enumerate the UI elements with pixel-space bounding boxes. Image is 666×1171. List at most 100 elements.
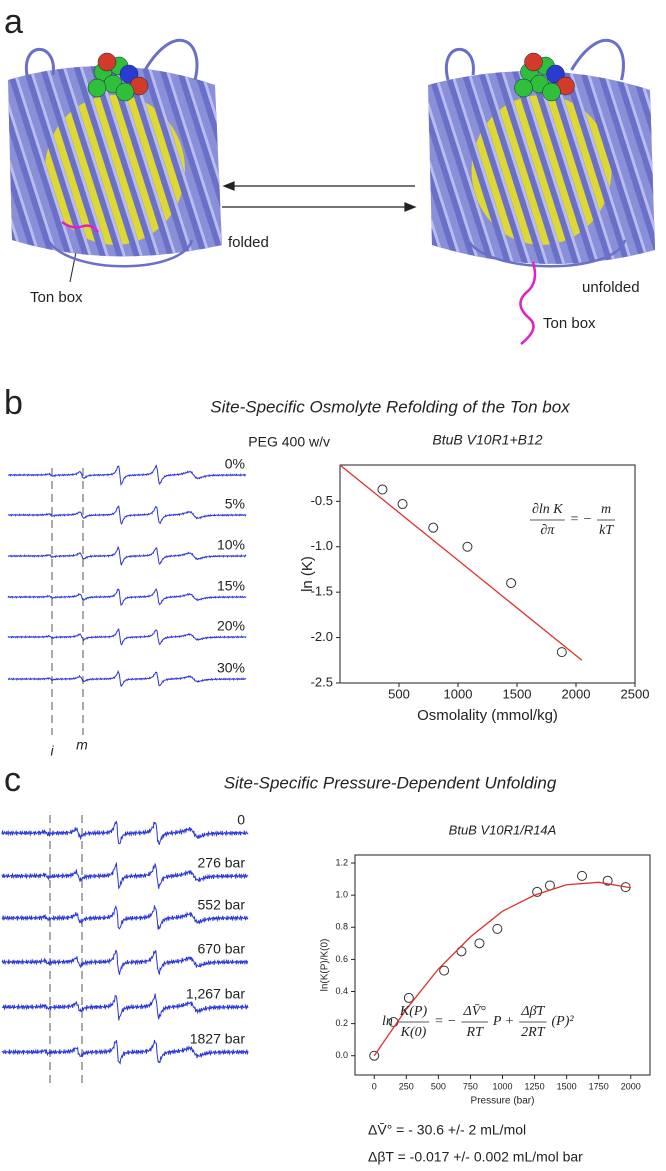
spectra-label: 670 bar (198, 941, 246, 957)
y-tick-label: 0.4 (335, 986, 348, 996)
panel-title: Site-Specific Pressure-Dependent Unfoldi… (224, 773, 557, 792)
equation-text: P + (492, 1014, 514, 1029)
x-tick-label: 750 (463, 1081, 478, 1091)
loop (143, 38, 199, 81)
data-point (506, 578, 517, 589)
strand-light (266, 60, 336, 280)
ligand-atom (119, 64, 139, 84)
data-point (492, 923, 503, 934)
protein (8, 38, 336, 280)
plot-frame (339, 464, 636, 684)
epr-spectrum (1, 993, 249, 1021)
data-point (462, 541, 473, 552)
epr-spectrum (7, 669, 247, 687)
epr-spectrum (7, 505, 247, 525)
ligand-atom (524, 52, 543, 72)
spectra-label: 15% (217, 578, 245, 594)
panel-label: c (4, 761, 21, 799)
equation-numerator: m (601, 502, 611, 517)
ton-box-label: Ton box (30, 289, 83, 306)
strand-light (26, 66, 100, 257)
strand-light (497, 71, 571, 264)
epr-spectrum (1, 949, 249, 976)
data-point (403, 992, 414, 1003)
strand-light (145, 66, 219, 257)
equation-numerator: Δβ̄T (520, 1004, 545, 1019)
spectra-label: 276 bar (198, 855, 246, 871)
equation-denominator: RT (466, 1025, 485, 1040)
equation-numerator: K(P) (399, 1004, 428, 1019)
epr-spectrum (7, 545, 247, 566)
strand (428, 71, 452, 264)
strand-light (196, 66, 222, 257)
strand-light (428, 71, 452, 264)
equation-numerator: ∂ln K (532, 502, 563, 517)
strand-light (43, 66, 117, 257)
y-tick-label: 0.2 (335, 1018, 348, 1028)
y-tick-label: 0.8 (335, 922, 348, 932)
strand (428, 71, 503, 264)
strand-light (77, 66, 151, 257)
x-tick-label: 1000 (444, 686, 473, 701)
equation-denominator: ∂π (540, 523, 555, 538)
ton-box (519, 261, 537, 345)
strand (440, 71, 520, 264)
spectra-label: 20% (217, 618, 245, 634)
strand (525, 71, 605, 264)
strand-light (428, 71, 435, 264)
ton-box (61, 220, 99, 233)
equation-denominator: K(0) (400, 1025, 427, 1040)
fit-line (373, 881, 631, 1057)
x-tick-label: 250 (399, 1081, 414, 1091)
equation-text: = − (434, 1014, 456, 1029)
data-point (556, 647, 567, 658)
epr-spectrum (1, 820, 249, 846)
state-label: folded (228, 234, 269, 251)
strand (156, 66, 222, 257)
data-point (377, 484, 388, 495)
strand-light (9, 66, 83, 257)
equation-text: = − (570, 512, 592, 527)
ligand-atom (546, 64, 565, 84)
data-point (602, 875, 613, 886)
y-tick-label: 0.0 (335, 1050, 348, 1060)
strand (457, 71, 537, 264)
plot-frame (354, 854, 651, 1076)
panel-label: a (4, 3, 23, 41)
strand-light (428, 71, 486, 264)
ligand-atom (97, 52, 117, 72)
y-tick-label: 0.6 (335, 954, 348, 964)
strand (190, 66, 222, 257)
protein (428, 38, 655, 345)
equilibrium-arrows (222, 181, 417, 212)
result-text: ΔV̄° = - 30.6 +/- 2 mL/mol (368, 1122, 526, 1138)
spectra-label: 552 bar (198, 897, 246, 913)
y-axis-label: ln (K) (299, 556, 316, 592)
loop (24, 47, 55, 81)
ligand-atom (115, 82, 135, 102)
epr-spectrum (1, 861, 249, 890)
strand-light (599, 71, 655, 264)
y-tick-label: -1.0 (311, 538, 333, 553)
x-tick-label: 1750 (589, 1081, 609, 1091)
strand (20, 66, 100, 257)
y-tick-label: -2.0 (311, 629, 333, 644)
strand (593, 71, 655, 264)
spectra-label: 0 (237, 812, 245, 828)
data-point (397, 499, 408, 510)
x-tick-label: 1000 (492, 1081, 512, 1091)
state-label: unfolded (582, 279, 640, 296)
strand-light (548, 71, 622, 264)
fit-line (339, 464, 583, 661)
spectra-label: 1,267 bar (186, 986, 245, 1002)
x-tick-label: 500 (388, 686, 410, 701)
strand (627, 71, 655, 264)
x-tick-label: 1500 (557, 1081, 577, 1091)
y-tick-label: 1.0 (335, 890, 348, 900)
strand (474, 71, 554, 264)
y-tick-label: 1.2 (335, 857, 348, 867)
loop (46, 239, 194, 268)
y-axis-label: ln(K(P)/K(0) (320, 939, 331, 992)
strand (491, 71, 571, 264)
strand-light (429, 71, 503, 264)
